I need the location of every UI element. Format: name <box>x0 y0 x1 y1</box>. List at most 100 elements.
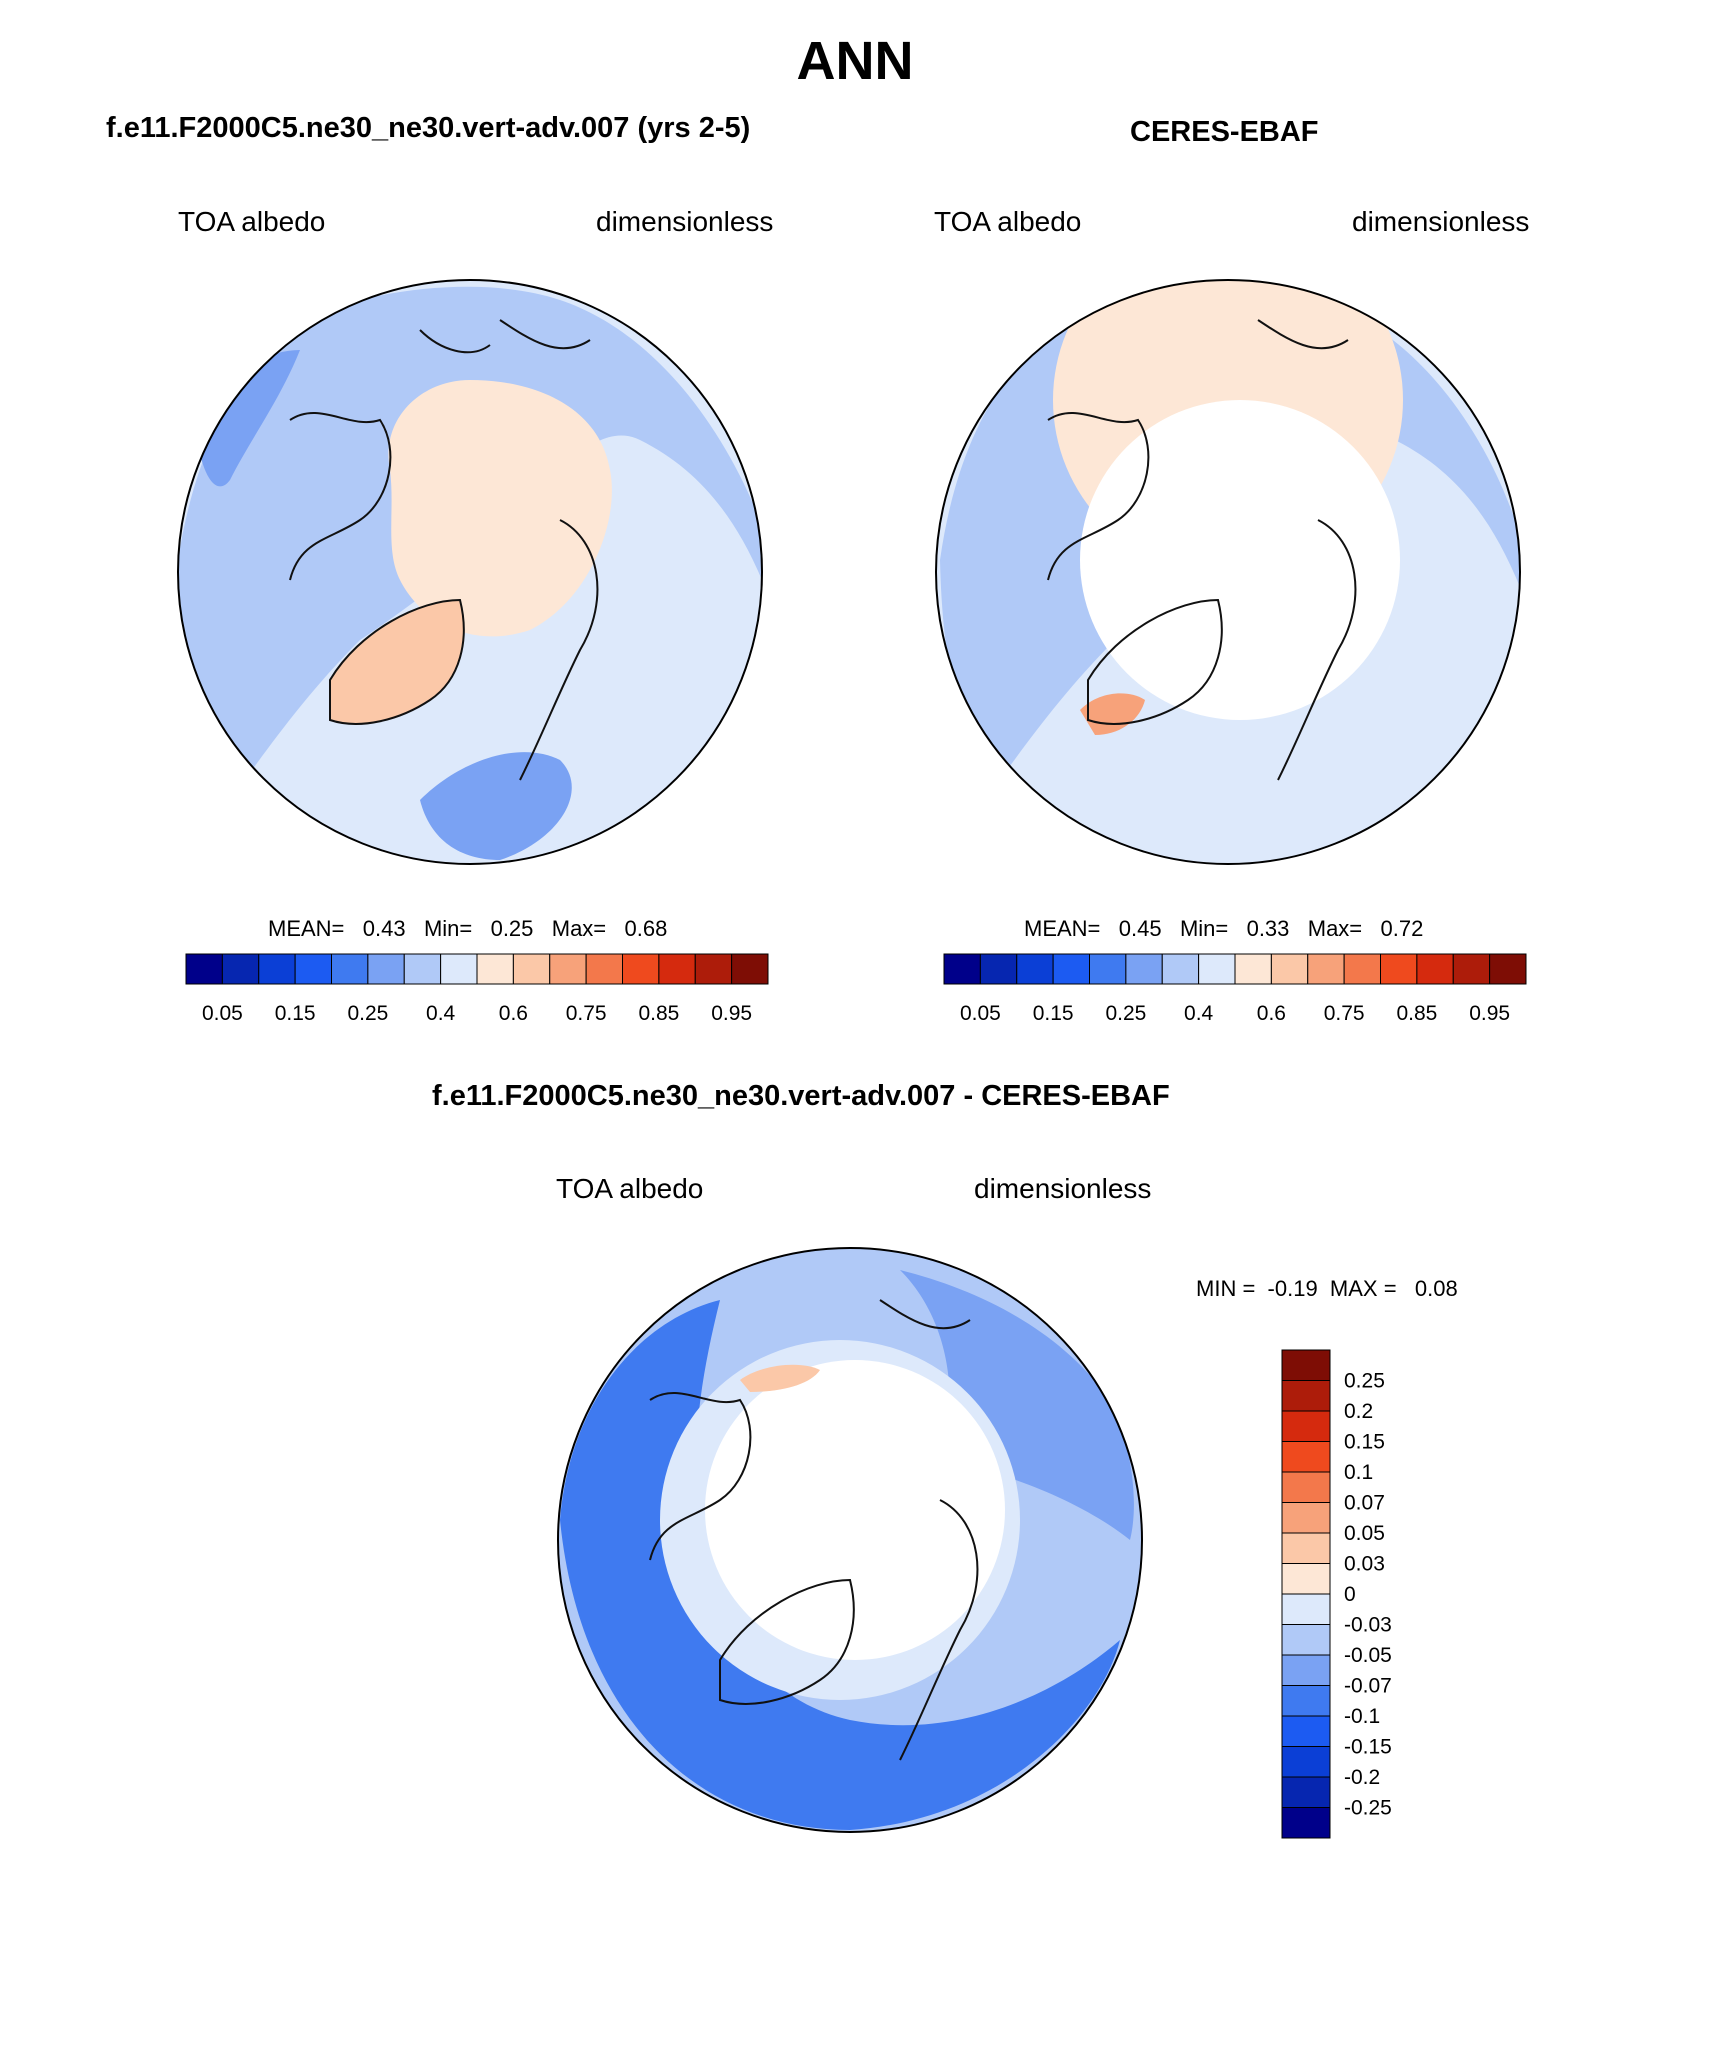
colorbar-swatch <box>1380 953 1418 985</box>
colorbar-tick-label: 0.95 <box>711 1002 752 1025</box>
colorbar-tick-label: 0.25 <box>347 1002 388 1025</box>
map-2-region-greenland-south <box>1080 693 1145 735</box>
colorbar-swatch <box>221 953 260 985</box>
panel-2-title: CERES-EBAF <box>1130 116 1319 148</box>
colorbar-tick-label: 0.95 <box>1469 1002 1510 1025</box>
colorbar-swatch <box>1281 1502 1331 1534</box>
mean-value: 0.43 <box>362 916 406 941</box>
min-value: 0.25 <box>490 916 534 941</box>
colorbar-tick-label: 0.4 <box>1184 1002 1214 1025</box>
colorbar-swatch <box>1281 1349 1331 1381</box>
colorbar-panel-3: 0.25 0.2 0.15 0.1 0.07 0.05 0.03 0 -0.03 -0.05 -0.… <box>1281 1349 1392 1839</box>
colorbar-swatch <box>1281 1685 1331 1717</box>
panel-1-stats: MEAN= 0.43 Min= 0.25 Max= 0.68 <box>268 916 667 942</box>
max-label: Max= <box>551 916 607 941</box>
colorbar-tick-label: 0.85 <box>1396 1002 1437 1025</box>
colorbar-swatch <box>294 953 332 985</box>
colorbar-tick-label: -0.03 <box>1344 1614 1392 1637</box>
colorbar-tick-label: 0.1 <box>1344 1461 1373 1484</box>
panel-1-right-label: dimensionless <box>596 206 774 237</box>
map-3-region-negative-band <box>560 1300 1120 1830</box>
colorbar-panel-1: 0.05 0.15 0.25 0.4 0.6 0.75 0.85 0.95 <box>185 953 769 1025</box>
colorbar-tick-label: 0.6 <box>1257 1002 1286 1025</box>
min-label: Min= <box>1179 916 1229 941</box>
mean-value: 0.45 <box>1118 916 1162 941</box>
map-3-region-pacific <box>900 1270 1134 1540</box>
min-value: 0.33 <box>1246 916 1290 941</box>
colorbar-swatch <box>1161 953 1200 985</box>
colorbar-panel-2: 0.05 0.15 0.25 0.4 0.6 0.75 0.85 0.95 <box>943 953 1527 1025</box>
colorbar-swatch <box>1281 1593 1331 1625</box>
colorbar-tick-label: 0.6 <box>499 1002 528 1025</box>
map-panel-2 <box>935 279 1521 865</box>
colorbar-swatch <box>1016 953 1054 985</box>
min-label: MIN = <box>1196 1276 1256 1301</box>
map-2-coastline <box>1047 319 1357 781</box>
colorbar-tick-label: 0.15 <box>1344 1431 1385 1454</box>
panel-3-title: f.e11.F2000C5.ne30_ne30.vert-adv.007 - C… <box>432 1080 1170 1112</box>
panel-1-title: f.e11.F2000C5.ne30_ne30.vert-adv.007 (yr… <box>106 112 751 144</box>
colorbar-swatch <box>1281 1471 1331 1503</box>
colorbar-swatch <box>1281 1624 1331 1656</box>
colorbar-tick-label: 0.05 <box>1344 1522 1385 1545</box>
colorbar-swatch <box>367 953 405 985</box>
colorbar-swatch <box>1307 953 1345 985</box>
map-3-missing-polar <box>705 1360 1005 1660</box>
colorbar-swatch <box>331 953 369 985</box>
colorbar-swatch <box>979 953 1018 985</box>
colorbar-swatch <box>1281 1441 1331 1473</box>
map-3-region-positive <box>740 1364 820 1392</box>
panel-2-right-label: dimensionless <box>1352 206 1530 237</box>
colorbar-swatch <box>1281 1532 1331 1564</box>
colorbar-tick-label: 0.15 <box>1033 1002 1074 1025</box>
colorbar-swatch <box>943 953 981 985</box>
colorbar-swatch <box>1452 953 1491 985</box>
colorbar-swatch <box>1125 953 1163 985</box>
colorbar-tick-label: 0.03 <box>1344 1553 1385 1576</box>
colorbar-swatch <box>1234 953 1272 985</box>
colorbar-tick-label: 0 <box>1344 1583 1356 1606</box>
map-1-region-atlantic <box>420 752 572 860</box>
colorbar-tick-label: 0.25 <box>1344 1370 1385 1393</box>
colorbar-tick-label: 0.85 <box>638 1002 679 1025</box>
colorbar-swatch <box>658 953 696 985</box>
colorbar-tick-label: 0.4 <box>426 1002 456 1025</box>
colorbar-swatch <box>185 953 223 985</box>
colorbar-swatch <box>1281 1410 1331 1442</box>
map-1-region-pacific <box>196 350 300 487</box>
colorbar-swatch <box>1281 1776 1331 1808</box>
colorbar-swatch <box>512 953 551 985</box>
colorbar-swatch <box>1281 1654 1331 1686</box>
colorbar-swatch <box>731 953 769 985</box>
map-1-region-arctic <box>388 380 612 637</box>
colorbar-swatch <box>1281 1746 1331 1778</box>
colorbar-swatch <box>1416 953 1454 985</box>
colorbar-swatch <box>1281 1807 1331 1839</box>
colorbar-swatch <box>1089 953 1127 985</box>
colorbar-tick-label: -0.2 <box>1344 1766 1380 1789</box>
map-1-region-greenland <box>330 600 464 724</box>
panel-3-right-label: dimensionless <box>974 1173 1152 1204</box>
colorbar-swatch <box>258 953 296 985</box>
panel-2-left-label: TOA albedo <box>934 206 1082 237</box>
colorbar-tick-label: -0.15 <box>1344 1736 1392 1759</box>
colorbar-tick-label: 0.05 <box>202 1002 243 1025</box>
colorbar-tick-label: 0.15 <box>275 1002 316 1025</box>
colorbar-tick-label: -0.07 <box>1344 1675 1392 1698</box>
panel-3-left-label: TOA albedo <box>556 1173 704 1204</box>
colorbar-swatch <box>1270 953 1309 985</box>
map-2-missing-polar <box>1080 400 1400 720</box>
panel-1-left-label: TOA albedo <box>178 206 326 237</box>
min-value: -0.19 <box>1267 1276 1318 1301</box>
colorbar-swatch <box>1281 1380 1331 1412</box>
map-panel-3 <box>557 1247 1143 1833</box>
map-2-boundary <box>935 279 1521 865</box>
figure-title: ANN <box>796 31 914 91</box>
colorbar-swatch <box>585 953 623 985</box>
colorbar-swatch <box>1198 953 1236 985</box>
colorbar-tick-label: 0.75 <box>566 1002 607 1025</box>
colorbar-swatch <box>440 953 478 985</box>
mean-label: MEAN= <box>268 916 345 941</box>
colorbar-tick-label: 0.75 <box>1324 1002 1365 1025</box>
